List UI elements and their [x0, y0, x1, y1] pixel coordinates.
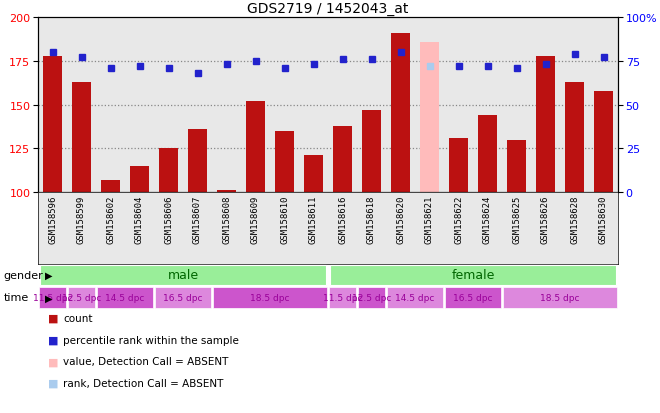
Text: male: male [168, 268, 199, 281]
Text: 14.5 dpc: 14.5 dpc [106, 293, 145, 302]
Text: GSM158624: GSM158624 [483, 195, 492, 243]
Bar [536, 56, 555, 192]
Text: ▶: ▶ [45, 271, 52, 280]
Bar [330, 266, 616, 285]
Bar [333, 126, 352, 192]
Bar [43, 56, 62, 192]
Text: 16.5 dpc: 16.5 dpc [453, 293, 493, 302]
Bar [304, 156, 323, 192]
Text: 18.5 dpc: 18.5 dpc [541, 293, 579, 302]
Text: GSM158626: GSM158626 [541, 195, 550, 243]
Bar [358, 287, 385, 308]
Text: 12.5 dpc: 12.5 dpc [352, 293, 391, 302]
Text: GSM158602: GSM158602 [106, 195, 115, 243]
Text: GSM158621: GSM158621 [425, 195, 434, 243]
Text: female: female [451, 268, 495, 281]
Text: 14.5 dpc: 14.5 dpc [395, 293, 435, 302]
Bar [362, 111, 381, 192]
Text: GSM158608: GSM158608 [222, 195, 231, 243]
Text: GSM158620: GSM158620 [396, 195, 405, 243]
Text: GSM158606: GSM158606 [164, 195, 173, 243]
Bar [188, 130, 207, 192]
Bar [445, 287, 501, 308]
Bar [72, 83, 91, 192]
Bar [420, 43, 439, 192]
Text: count: count [63, 313, 92, 323]
Text: ▶: ▶ [45, 293, 52, 303]
Text: 11.5 dpc: 11.5 dpc [33, 293, 72, 302]
Bar [213, 287, 327, 308]
Text: GDS2719 / 1452043_at: GDS2719 / 1452043_at [248, 2, 409, 16]
Bar [449, 138, 468, 192]
Bar [39, 287, 66, 308]
Text: GSM158616: GSM158616 [338, 195, 347, 243]
Bar [40, 266, 326, 285]
Text: gender: gender [3, 271, 43, 280]
Text: ■: ■ [48, 356, 58, 366]
Text: ■: ■ [48, 313, 58, 323]
Text: GSM158609: GSM158609 [251, 195, 260, 243]
Bar [594, 91, 613, 192]
Text: GSM158607: GSM158607 [193, 195, 202, 243]
Text: GSM158625: GSM158625 [512, 195, 521, 243]
Bar [507, 140, 526, 192]
Bar [391, 34, 410, 192]
Bar [565, 83, 584, 192]
Text: GSM158604: GSM158604 [135, 195, 144, 243]
Text: rank, Detection Call = ABSENT: rank, Detection Call = ABSENT [63, 378, 224, 388]
Bar [387, 287, 443, 308]
Bar [155, 287, 211, 308]
Bar [97, 287, 153, 308]
Text: GSM158596: GSM158596 [48, 195, 57, 243]
Text: GSM158628: GSM158628 [570, 195, 579, 243]
Text: GSM158611: GSM158611 [309, 195, 318, 243]
Bar [159, 149, 178, 192]
Text: 16.5 dpc: 16.5 dpc [163, 293, 203, 302]
Text: GSM158618: GSM158618 [367, 195, 376, 243]
Text: GSM158599: GSM158599 [77, 195, 86, 243]
Bar [68, 287, 95, 308]
Bar [246, 102, 265, 192]
Text: 18.5 dpc: 18.5 dpc [250, 293, 290, 302]
Text: GSM158630: GSM158630 [599, 195, 608, 243]
Text: value, Detection Call = ABSENT: value, Detection Call = ABSENT [63, 356, 228, 366]
Text: 12.5 dpc: 12.5 dpc [62, 293, 101, 302]
Bar [217, 191, 236, 192]
Text: ■: ■ [48, 335, 58, 345]
Bar [478, 116, 497, 192]
Text: GSM158622: GSM158622 [454, 195, 463, 243]
Bar [329, 287, 356, 308]
Bar [101, 180, 120, 192]
Text: ■: ■ [48, 378, 58, 388]
Text: percentile rank within the sample: percentile rank within the sample [63, 335, 239, 345]
Text: time: time [3, 293, 28, 303]
Text: 11.5 dpc: 11.5 dpc [323, 293, 362, 302]
Bar [503, 287, 617, 308]
Text: GSM158610: GSM158610 [280, 195, 289, 243]
Bar [130, 166, 149, 192]
Bar [275, 131, 294, 192]
